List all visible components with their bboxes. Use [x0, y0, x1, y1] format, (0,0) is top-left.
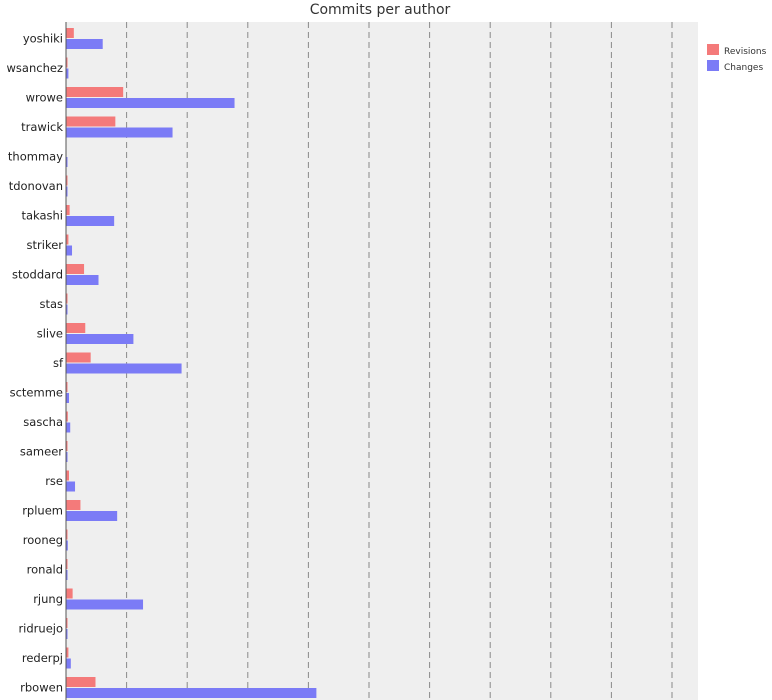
- bar-changes-striker: [66, 245, 73, 256]
- legend-swatch-changes: [707, 60, 719, 71]
- category-label-wrowe: wrowe: [26, 91, 63, 105]
- bar-revisions-rbowen: [66, 677, 96, 687]
- category-label-rse: rse: [45, 474, 63, 488]
- bar-revisions-yoshiki: [66, 28, 74, 38]
- category-label-stas: stas: [39, 297, 63, 311]
- bar-changes-stas: [66, 304, 68, 315]
- bar-revisions-sctemme: [66, 382, 68, 392]
- bar-changes-wrowe: [66, 98, 235, 108]
- category-label-sctemme: sctemme: [10, 386, 63, 400]
- bars-group: [66, 28, 317, 698]
- category-label-trawick: trawick: [21, 120, 63, 134]
- bar-revisions-trawick: [66, 116, 116, 127]
- gridlines: [126, 22, 673, 700]
- bar-revisions-wrowe: [66, 87, 124, 97]
- legend-label-changes: Changes: [724, 63, 763, 73]
- category-label-rooneg: rooneg: [23, 533, 63, 547]
- bar-changes-thommay: [66, 157, 68, 167]
- bar-revisions-stas: [66, 293, 68, 304]
- category-label-sascha: sascha: [23, 415, 63, 429]
- bar-revisions-rpluem: [66, 500, 81, 510]
- bar-changes-tdonovan: [66, 186, 68, 197]
- bar-revisions-tdonovan: [66, 175, 68, 186]
- bar-changes-rooneg: [66, 540, 68, 551]
- bar-changes-yoshiki: [66, 39, 103, 49]
- bar-revisions-rse: [66, 470, 70, 481]
- bar-changes-sascha: [66, 422, 71, 433]
- bar-revisions-sameer: [66, 441, 68, 451]
- category-label-yoshiki: yoshiki: [23, 32, 63, 46]
- category-label-thommay: thommay: [8, 150, 63, 164]
- bar-changes-ronald: [66, 570, 68, 580]
- bar-changes-slive: [66, 334, 134, 344]
- bar-changes-sf: [66, 363, 182, 374]
- bar-revisions-slive: [66, 323, 86, 333]
- category-label-wsanchez: wsanchez: [7, 61, 63, 75]
- bar-revisions-rjung: [66, 588, 73, 599]
- bar-revisions-stoddard: [66, 264, 85, 274]
- bar-changes-sctemme: [66, 393, 70, 403]
- legend-label-revisions: Revisions: [724, 47, 767, 57]
- category-label-ronald: ronald: [27, 563, 63, 577]
- category-label-sf: sf: [53, 356, 64, 370]
- bar-revisions-sf: [66, 352, 91, 363]
- bar-changes-rbowen: [66, 688, 317, 698]
- bar-changes-rse: [66, 481, 76, 492]
- chart-title: Commits per author: [310, 2, 451, 18]
- bar-revisions-rooneg: [66, 529, 68, 540]
- bar-changes-wsanchez: [66, 68, 69, 79]
- category-labels: yoshiki wsanchez wrowe trawick thommay tdonov…: [7, 32, 64, 695]
- bar-revisions-ridruejo: [66, 618, 68, 628]
- bar-revisions-sascha: [66, 411, 68, 422]
- bar-revisions-wsanchez: [66, 57, 68, 68]
- bar-revisions-rederpj: [66, 647, 69, 658]
- category-label-ridruejo: ridruejo: [18, 622, 63, 636]
- bar-revisions-striker: [66, 234, 69, 245]
- category-label-tdonovan: tdonovan: [9, 179, 63, 193]
- category-label-stoddard: stoddard: [12, 268, 63, 282]
- category-label-striker: striker: [27, 238, 64, 252]
- bar-changes-rjung: [66, 599, 144, 610]
- bar-changes-rederpj: [66, 658, 71, 669]
- bar-changes-trawick: [66, 127, 173, 138]
- legend: Revisions Changes: [707, 44, 767, 73]
- bar-changes-sameer: [66, 452, 68, 462]
- legend-swatch-revisions: [707, 44, 719, 55]
- bar-revisions-takashi: [66, 205, 70, 215]
- bar-changes-ridruejo: [66, 629, 68, 639]
- category-label-sameer: sameer: [20, 445, 63, 459]
- bar-changes-takashi: [66, 216, 115, 226]
- category-label-rpluem: rpluem: [22, 504, 63, 518]
- category-label-rjung: rjung: [33, 592, 63, 606]
- category-label-slive: slive: [37, 327, 63, 341]
- bar-changes-stoddard: [66, 275, 99, 285]
- bar-changes-rpluem: [66, 511, 118, 521]
- bar-revisions-ronald: [66, 559, 68, 569]
- plot-background: [66, 22, 698, 700]
- category-label-takashi: takashi: [21, 209, 63, 223]
- category-label-rederpj: rederpj: [22, 651, 63, 665]
- category-label-rbowen: rbowen: [20, 681, 63, 695]
